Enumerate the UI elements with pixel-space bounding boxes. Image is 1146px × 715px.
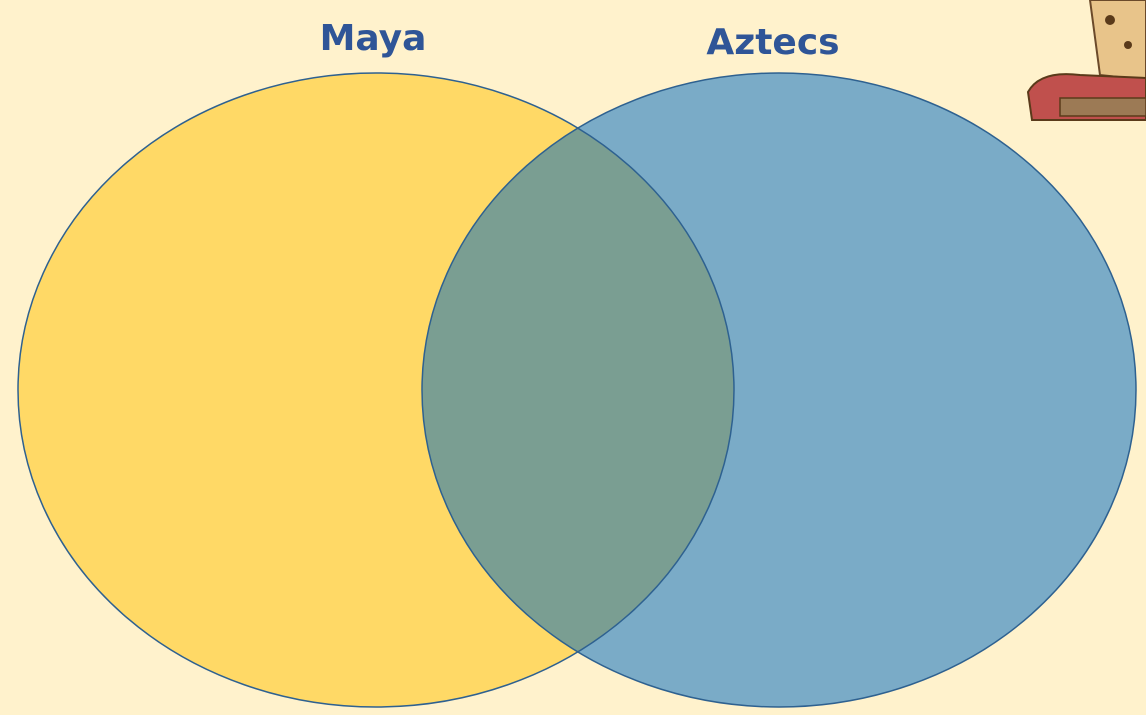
aztecs-label: Aztecs — [706, 22, 839, 63]
venn-diagram: Maya Aztecs — [0, 0, 1146, 715]
maya-label: Maya — [320, 18, 427, 59]
page: Maya Aztecs (() => { const data = JSON.p… — [0, 0, 1146, 715]
